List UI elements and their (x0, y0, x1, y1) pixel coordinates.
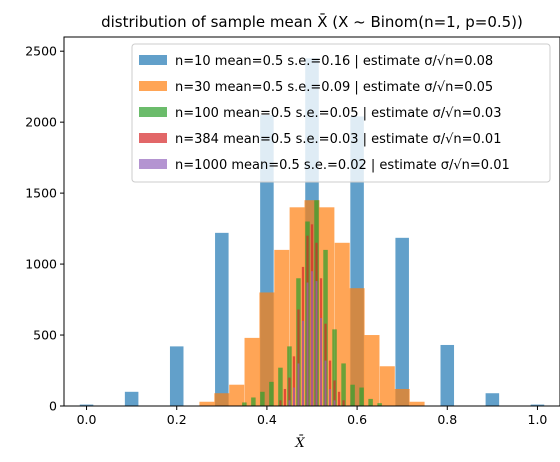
histogram-bar (306, 282, 309, 406)
histogram-bar (283, 388, 287, 406)
legend-swatch (139, 159, 167, 169)
legend-box (131, 43, 551, 183)
legend-label: n=1000 mean=0.5 s.e.=0.02 | estimate σ/√… (175, 158, 510, 173)
histogram-bar (341, 363, 346, 406)
legend-swatch (139, 55, 167, 65)
histogram-bar (79, 404, 94, 406)
histogram-bar (359, 387, 364, 406)
histogram-bar (409, 401, 425, 406)
histogram-bar (333, 380, 336, 406)
histogram-bar (302, 320, 304, 406)
y-tick-label: 2000 (25, 115, 57, 130)
histogram-bar (315, 281, 318, 406)
histogram-bar (394, 388, 410, 406)
histogram-bar (293, 387, 295, 406)
y-tick-label: 1500 (25, 186, 57, 201)
histogram-bar (214, 393, 230, 406)
histogram-bar (124, 391, 139, 406)
histogram-bar (440, 344, 455, 406)
histogram-bar (215, 232, 229, 406)
histogram-bar (287, 346, 292, 406)
histogram-bar (334, 242, 350, 406)
legend-label: n=100 mean=0.5 s.e.=0.05 | estimate σ/√n… (175, 106, 501, 121)
y-axis-ticks: 0 500 1000 1500 2000 2500 (25, 44, 64, 414)
histogram-bar (368, 398, 373, 406)
histogram-bar (485, 393, 500, 406)
legend-swatch (139, 107, 167, 117)
histogram-bar (169, 346, 184, 406)
histogram-bar (278, 367, 283, 406)
histogram-bar (337, 391, 341, 406)
histogram-bar (260, 391, 265, 406)
histogram-bar (395, 237, 409, 406)
histogram-bar (328, 360, 332, 406)
histogram-bar (199, 401, 215, 406)
legend-label: n=30 mean=0.5 s.e.=0.09 | estimate σ/√n=… (175, 80, 493, 95)
histogram-bar (251, 397, 256, 406)
chart-title: distribution of sample mean X̄ (X ~ Bino… (101, 12, 523, 31)
histogram-bar (377, 403, 382, 406)
x-axis-ticks: 0.0 0.2 0.4 0.6 0.8 1.0 (77, 406, 548, 427)
histogram-bar (329, 388, 331, 406)
legend-label: n=384 mean=0.5 s.e.=0.03 | estimate σ/√n… (175, 132, 501, 147)
x-tick-label: 0.0 (77, 412, 97, 427)
histogram-bar (259, 292, 275, 406)
histogram-bar (311, 271, 313, 406)
histogram-bar (244, 337, 260, 406)
series-4-bars (288, 271, 336, 406)
histogram-bar (530, 404, 545, 406)
legend-label: n=10 mean=0.5 s.e.=0.16 | estimate σ/√n=… (175, 54, 493, 69)
histogram-bar (288, 377, 291, 406)
legend: n=10 mean=0.5 s.e.=0.16 | estimate σ/√n=… (131, 43, 551, 183)
histogram-bar (297, 363, 300, 406)
x-tick-label: 0.2 (167, 412, 187, 427)
histogram-bar (292, 356, 296, 406)
x-tick-label: 1.0 (528, 412, 548, 427)
histogram-bars (79, 58, 545, 407)
histogram-bar (324, 360, 327, 406)
y-tick-label: 1000 (25, 257, 57, 272)
histogram-bar (279, 400, 282, 406)
histogram-bar (333, 400, 336, 406)
histogram-bar (242, 402, 247, 406)
histogram-bar (349, 288, 365, 406)
x-axis-label: X̄ (294, 435, 305, 451)
histogram-bar (297, 309, 300, 406)
histogram-bar (288, 400, 291, 406)
histogram-bar (320, 318, 322, 406)
legend-swatch (139, 81, 167, 91)
histogram-bar (342, 400, 345, 406)
histogram-bar (364, 335, 380, 406)
histogram-bar (350, 384, 355, 406)
histogram-bar (274, 249, 290, 406)
x-tick-label: 0.4 (257, 412, 277, 427)
histogram-bar (332, 329, 337, 406)
histogram-bar (269, 381, 274, 406)
histogram-bar (379, 366, 395, 406)
y-tick-label: 2500 (25, 44, 57, 59)
plot-area-frame (63, 36, 560, 407)
y-tick-label: 0 (49, 399, 57, 414)
x-tick-label: 0.8 (437, 412, 457, 427)
histogram-bar (229, 384, 245, 406)
y-tick-label: 500 (33, 328, 57, 343)
x-tick-label: 0.6 (347, 412, 367, 427)
legend-swatch (139, 133, 167, 143)
